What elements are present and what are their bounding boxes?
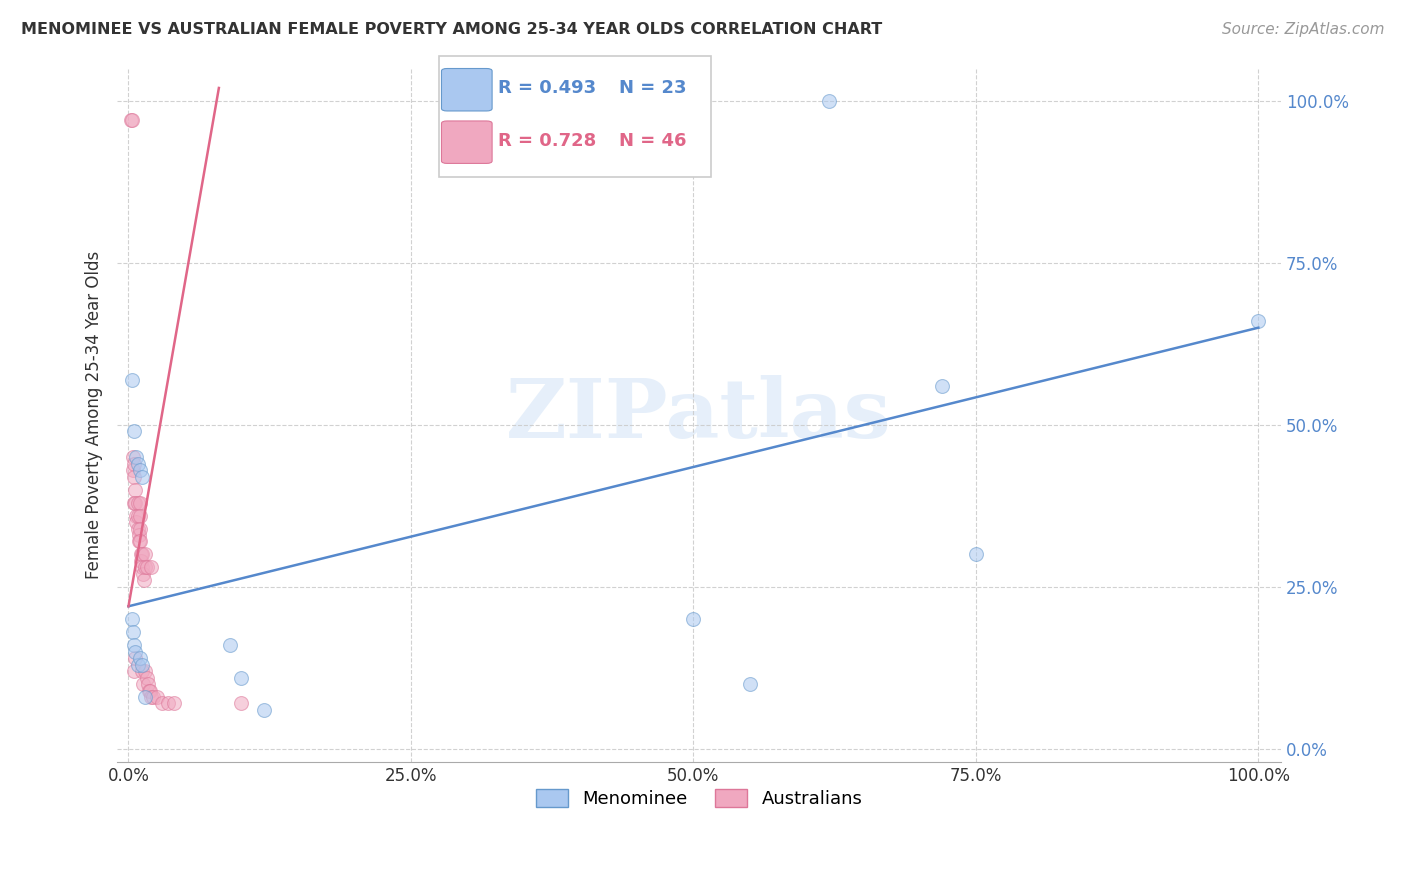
Point — [818, 94, 841, 108]
Point — [145, 690, 167, 704]
Text: N = 23: N = 23 — [619, 79, 686, 97]
Point — [122, 638, 145, 652]
Point — [135, 560, 157, 574]
Point — [131, 560, 153, 574]
Text: Source: ZipAtlas.com: Source: ZipAtlas.com — [1222, 22, 1385, 37]
Point — [131, 657, 153, 672]
Y-axis label: Female Poverty Among 25-34 Year Olds: Female Poverty Among 25-34 Year Olds — [86, 251, 103, 579]
Point — [253, 703, 276, 717]
Legend: Menominee, Australians: Menominee, Australians — [529, 781, 870, 815]
Point — [150, 697, 173, 711]
Point — [142, 690, 165, 704]
Point — [121, 113, 143, 128]
Point — [128, 534, 150, 549]
Point — [682, 612, 704, 626]
Point — [134, 690, 156, 704]
Point — [135, 671, 157, 685]
Point — [122, 625, 145, 640]
Point — [139, 683, 162, 698]
Point — [127, 508, 149, 523]
Point — [128, 495, 150, 509]
Point — [120, 113, 142, 128]
Point — [122, 425, 145, 439]
Point — [132, 566, 155, 581]
Point — [122, 457, 145, 471]
FancyBboxPatch shape — [439, 56, 711, 178]
Point — [122, 495, 145, 509]
Text: ZIPatlas: ZIPatlas — [506, 376, 891, 455]
Point — [129, 554, 152, 568]
FancyBboxPatch shape — [441, 69, 492, 111]
Point — [127, 522, 149, 536]
Point — [931, 379, 953, 393]
Point — [127, 495, 149, 509]
FancyBboxPatch shape — [441, 121, 492, 163]
Point — [134, 664, 156, 678]
Point — [128, 534, 150, 549]
Point — [157, 697, 180, 711]
Point — [122, 450, 145, 465]
Point — [132, 677, 155, 691]
Point — [131, 664, 153, 678]
Point — [965, 548, 987, 562]
Point — [163, 697, 186, 711]
Point — [128, 463, 150, 477]
Point — [131, 469, 153, 483]
Point — [128, 651, 150, 665]
Point — [129, 548, 152, 562]
Point — [738, 677, 761, 691]
Point — [136, 677, 159, 691]
Text: R = 0.493: R = 0.493 — [498, 79, 596, 97]
Text: R = 0.728: R = 0.728 — [498, 132, 596, 150]
Point — [231, 671, 253, 685]
Point — [1247, 314, 1270, 328]
Point — [138, 683, 160, 698]
Text: MENOMINEE VS AUSTRALIAN FEMALE POVERTY AMONG 25-34 YEAR OLDS CORRELATION CHART: MENOMINEE VS AUSTRALIAN FEMALE POVERTY A… — [21, 22, 883, 37]
Point — [128, 508, 150, 523]
Point — [128, 528, 150, 542]
Point — [134, 574, 156, 588]
Point — [131, 548, 153, 562]
Text: N = 46: N = 46 — [619, 132, 686, 150]
Point — [124, 645, 146, 659]
Point — [121, 612, 143, 626]
Point — [124, 651, 146, 665]
Point — [125, 508, 148, 523]
Point — [128, 522, 150, 536]
Point — [231, 697, 253, 711]
Point — [134, 560, 156, 574]
Point — [122, 664, 145, 678]
Point — [134, 548, 156, 562]
Point — [124, 495, 146, 509]
Point — [127, 457, 149, 471]
Point — [121, 372, 143, 386]
Point — [219, 638, 242, 652]
Point — [139, 560, 162, 574]
Point — [122, 469, 145, 483]
Point — [125, 450, 148, 465]
Point — [127, 657, 149, 672]
Point — [125, 515, 148, 529]
Point — [122, 463, 145, 477]
Point — [139, 690, 162, 704]
Point — [124, 483, 146, 497]
